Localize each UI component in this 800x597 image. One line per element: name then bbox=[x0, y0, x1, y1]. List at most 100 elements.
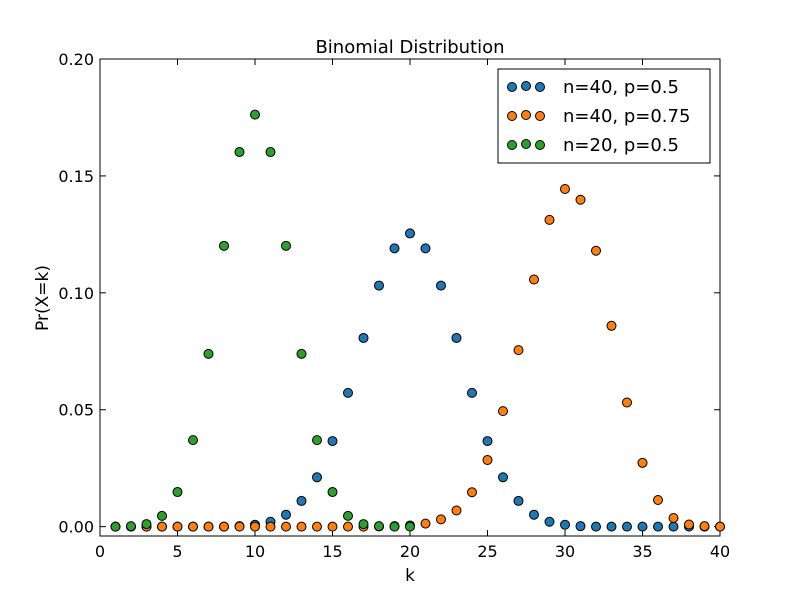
legend-marker bbox=[535, 111, 545, 121]
x-tick-label: 0 bbox=[95, 542, 105, 561]
data-point-series-1 bbox=[498, 472, 508, 483]
data-point-series-3 bbox=[141, 519, 152, 530]
data-point-series-1 bbox=[653, 521, 663, 532]
data-point-series-3 bbox=[250, 109, 260, 120]
data-point-series-2 bbox=[575, 194, 586, 205]
data-point-series-2 bbox=[327, 521, 338, 532]
data-point-series-2 bbox=[219, 521, 229, 532]
legend-marker bbox=[507, 111, 517, 121]
data-point-series-2 bbox=[529, 274, 539, 285]
data-point-series-3 bbox=[234, 147, 245, 158]
legend-label: n=40, p=0.5 bbox=[563, 77, 679, 98]
data-point-series-1 bbox=[544, 516, 555, 527]
data-point-series-2 bbox=[265, 521, 276, 532]
data-point-series-2 bbox=[482, 455, 493, 466]
y-tick-label: 0.05 bbox=[58, 401, 94, 420]
data-point-series-2 bbox=[684, 519, 694, 530]
data-point-series-1 bbox=[327, 436, 338, 447]
y-tick-label: 0.20 bbox=[58, 50, 94, 69]
data-point-series-1 bbox=[358, 332, 369, 343]
legend-marker bbox=[521, 81, 531, 91]
data-point-series-1 bbox=[467, 387, 477, 398]
data-point-series-1 bbox=[591, 521, 601, 532]
data-point-series-3 bbox=[172, 487, 183, 498]
data-point-series-1 bbox=[312, 472, 322, 483]
data-point-series-1 bbox=[436, 280, 446, 291]
data-point-series-2 bbox=[591, 245, 601, 256]
data-point-series-1 bbox=[560, 519, 570, 530]
data-point-series-1 bbox=[405, 228, 415, 239]
data-point-series-1 bbox=[420, 243, 431, 254]
legend-marker bbox=[535, 140, 545, 150]
data-point-series-3 bbox=[405, 521, 415, 532]
data-point-series-2 bbox=[544, 214, 555, 225]
data-point-series-2 bbox=[653, 494, 663, 505]
data-point-series-2 bbox=[622, 397, 632, 408]
data-point-series-2 bbox=[172, 521, 183, 532]
data-point-series-1 bbox=[529, 509, 539, 520]
y-tick-label: 0.00 bbox=[58, 518, 94, 537]
data-point-series-3 bbox=[281, 240, 291, 251]
data-point-series-3 bbox=[110, 521, 121, 532]
data-point-series-3 bbox=[296, 348, 307, 359]
data-point-series-2 bbox=[606, 320, 617, 331]
data-point-series-3 bbox=[265, 147, 276, 158]
data-point-series-2 bbox=[668, 512, 679, 523]
legend-box bbox=[497, 68, 711, 164]
data-point-series-2 bbox=[250, 521, 260, 532]
data-point-series-2 bbox=[436, 514, 446, 525]
legend-marker bbox=[521, 110, 531, 120]
data-point-series-2 bbox=[234, 521, 245, 532]
y-axis-label: Pr(X=k) bbox=[33, 265, 53, 331]
data-point-series-3 bbox=[374, 521, 384, 532]
data-point-series-2 bbox=[312, 521, 322, 532]
data-point-series-1 bbox=[606, 521, 617, 532]
data-point-series-1 bbox=[451, 332, 462, 343]
data-point-series-2 bbox=[498, 406, 508, 417]
data-point-series-2 bbox=[513, 345, 524, 356]
data-point-series-2 bbox=[420, 518, 431, 529]
legend-marker bbox=[521, 139, 531, 149]
data-point-series-1 bbox=[637, 521, 648, 532]
data-point-series-1 bbox=[343, 387, 353, 398]
data-point-series-3 bbox=[343, 510, 353, 521]
data-point-series-2 bbox=[281, 521, 291, 532]
x-tick-label: 35 bbox=[632, 542, 652, 561]
data-points bbox=[110, 109, 725, 532]
data-point-series-3 bbox=[389, 521, 400, 532]
data-point-series-1 bbox=[374, 280, 384, 291]
legend-label: n=40, p=0.75 bbox=[563, 106, 690, 127]
x-tick-label: 40 bbox=[710, 542, 730, 561]
data-point-series-1 bbox=[281, 509, 291, 520]
x-tick-label: 10 bbox=[245, 542, 265, 561]
data-point-series-2 bbox=[560, 184, 570, 195]
legend-marker bbox=[507, 82, 517, 92]
x-tick-label: 5 bbox=[172, 542, 182, 561]
data-point-series-3 bbox=[358, 519, 369, 530]
data-point-series-1 bbox=[575, 521, 586, 532]
data-point-series-1 bbox=[668, 521, 679, 532]
legend-label: n=20, p=0.5 bbox=[563, 135, 679, 156]
data-point-series-1 bbox=[296, 495, 307, 506]
chart-title: Binomial Distribution bbox=[315, 37, 504, 58]
data-point-series-2 bbox=[451, 505, 462, 516]
data-point-series-3 bbox=[188, 435, 198, 446]
data-point-series-2 bbox=[699, 521, 710, 532]
data-point-series-2 bbox=[343, 521, 353, 532]
data-point-series-3 bbox=[327, 487, 338, 498]
x-tick-label: 30 bbox=[555, 542, 575, 561]
data-point-series-2 bbox=[188, 521, 198, 532]
x-tick-label: 20 bbox=[400, 542, 420, 561]
data-point-series-1 bbox=[513, 495, 524, 506]
legend-marker bbox=[507, 140, 517, 150]
data-point-series-1 bbox=[482, 436, 493, 447]
legend-marker bbox=[535, 82, 545, 92]
x-tick-label: 25 bbox=[477, 542, 497, 561]
data-point-series-1 bbox=[389, 243, 400, 254]
y-tick-label: 0.15 bbox=[58, 167, 94, 186]
data-point-series-2 bbox=[157, 521, 167, 532]
legend: n=40, p=0.5 n=40, p=0.75 n=20, p=0.5 bbox=[497, 68, 711, 164]
data-point-series-1 bbox=[622, 521, 632, 532]
data-point-series-2 bbox=[203, 521, 214, 532]
